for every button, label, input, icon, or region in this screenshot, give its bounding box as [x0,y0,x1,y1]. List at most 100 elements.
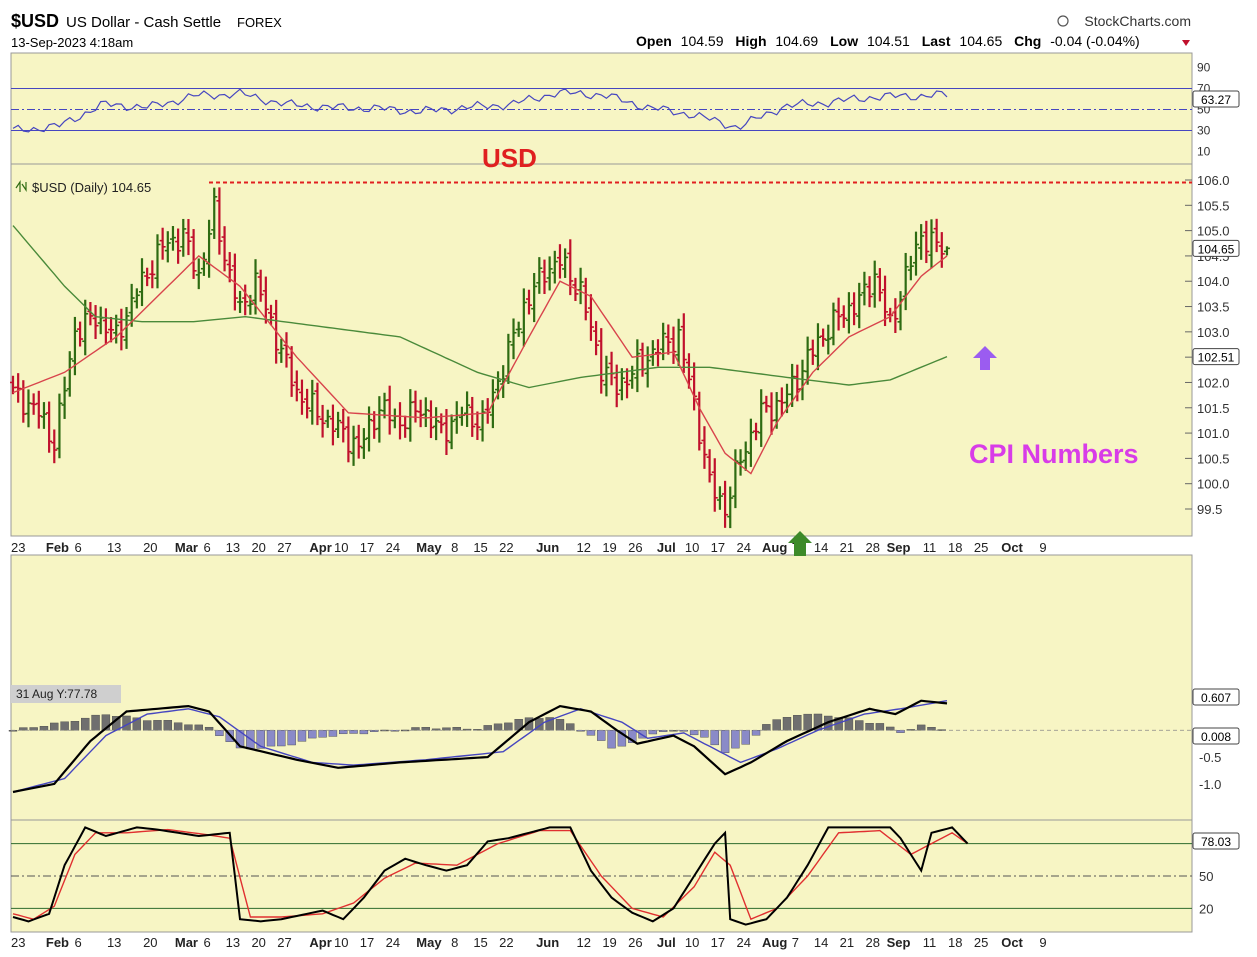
price-bar [675,318,682,366]
price-layer: 106.0105.5105.0104.5104.0103.5103.0102.5… [10,173,1240,529]
macd-histogram-bar [256,730,265,749]
rsi-tick-label: 90 [1197,61,1211,75]
macd-histogram-bar [782,717,792,731]
price-bar [144,267,151,287]
price-tick-label: 106.0 [1197,173,1230,188]
macd-signal-value-label: 0.008 [1201,730,1231,744]
macd-annotation-box [11,685,121,703]
price-tick-label: 102.0 [1197,375,1230,390]
x-tick-label: 10 [685,935,699,950]
price-bar [649,340,656,366]
price-bar [149,260,156,289]
ohlc-legend-icon [15,180,27,192]
macd-histogram-bar [29,727,38,731]
macd-histogram-bar [19,727,28,731]
price-bar [701,426,708,469]
price-bar [46,401,53,453]
macd-histogram-bar [628,730,637,743]
price-tick-label: 100.0 [1197,477,1230,492]
price-bar [427,400,434,439]
x-tick-label: 15 [473,540,487,555]
x-tick-label: 13 [107,935,121,950]
change-down-icon [1182,40,1190,46]
x-tick-label: 28 [865,935,879,950]
price-bar [118,308,125,351]
price-bar [510,318,517,360]
price-bar [309,379,316,425]
price-bar [433,407,440,441]
macd-histogram-bar [194,724,203,731]
price-bar [907,255,914,281]
macd-histogram-bar [927,727,936,731]
price-bar [541,259,548,295]
price-bar [139,258,145,307]
x-tick-label: 18 [948,540,962,555]
chart-header: $USD US Dollar - Cash Settle FOREX 13-Se… [11,11,1191,50]
rsi-value-label-box [1192,90,1240,108]
price-bar [593,321,600,356]
macd-histogram-bar [184,724,193,731]
sma-value-label: 102.51 [1198,351,1235,365]
price-bar [835,297,842,331]
copyright-icon [1057,15,1069,27]
price-bar [257,269,264,302]
price-bar [882,275,889,327]
x-tick-label: Jun [536,540,559,555]
price-bar [102,308,109,345]
x-tick-label: 18 [948,935,962,950]
x-tick-label: Jul [657,935,676,950]
price-bar [644,346,651,388]
price-bar [655,339,661,367]
price-bar [861,271,868,306]
macd-histogram-bar [865,723,874,731]
macd-histogram-bar [586,730,596,736]
price-bar [923,220,930,264]
price-bar [293,370,300,402]
macd-histogram-bar [308,730,317,739]
macd-histogram-bar [493,723,503,731]
price-bar [288,346,295,397]
x-tick-label: 10 [334,540,348,555]
macd-histogram-bar [421,727,430,731]
price-bar [928,219,935,269]
x-tick-label: 13 [226,935,240,950]
x-tick-label: 17 [711,540,725,555]
macd-layer: 31 Aug Y:77.78 -0.5 -1.0 0.607 0.008 [8,685,1240,794]
price-bar [195,258,202,290]
price-tick-label: 100.5 [1197,451,1230,466]
ema-fast-line [12,254,948,475]
price-last-label-box [1192,239,1240,257]
open-value: 104.59 [681,33,724,49]
macd-histogram-bar [803,713,812,731]
macd-histogram-bar [886,726,895,731]
x-tick-label: 22 [499,540,513,555]
price-bar [185,219,192,256]
macd-histogram-bar [390,730,400,732]
x-tick-label: 17 [360,935,374,950]
x-tick-label: 20 [143,540,157,555]
price-bar [562,248,569,278]
price-bar [92,305,99,340]
price-bar [706,449,713,483]
x-tick-label: Oct [1001,540,1023,555]
macd-histogram-bar [669,730,678,732]
price-bar [546,256,553,291]
price-bar [56,393,63,459]
macd-histogram-bar [772,719,781,731]
price-bar [531,272,538,323]
price-bar [938,232,945,268]
price-bar [866,276,873,308]
price-bar [211,187,218,239]
x-tick-label: 9 [1039,935,1046,950]
price-bar [851,292,858,326]
x-tick-label: 25 [974,540,988,555]
macd-histogram-bar [473,729,482,731]
x-tick-label: 11 [923,935,937,950]
price-bar [809,339,816,365]
price-bar [133,288,140,309]
x-tick-label: 15 [473,935,487,950]
x-tick-label: 12 [577,540,591,555]
x-tick-label: 28 [865,540,879,555]
price-bar [283,332,290,368]
x-tick-label: 19 [602,935,616,950]
